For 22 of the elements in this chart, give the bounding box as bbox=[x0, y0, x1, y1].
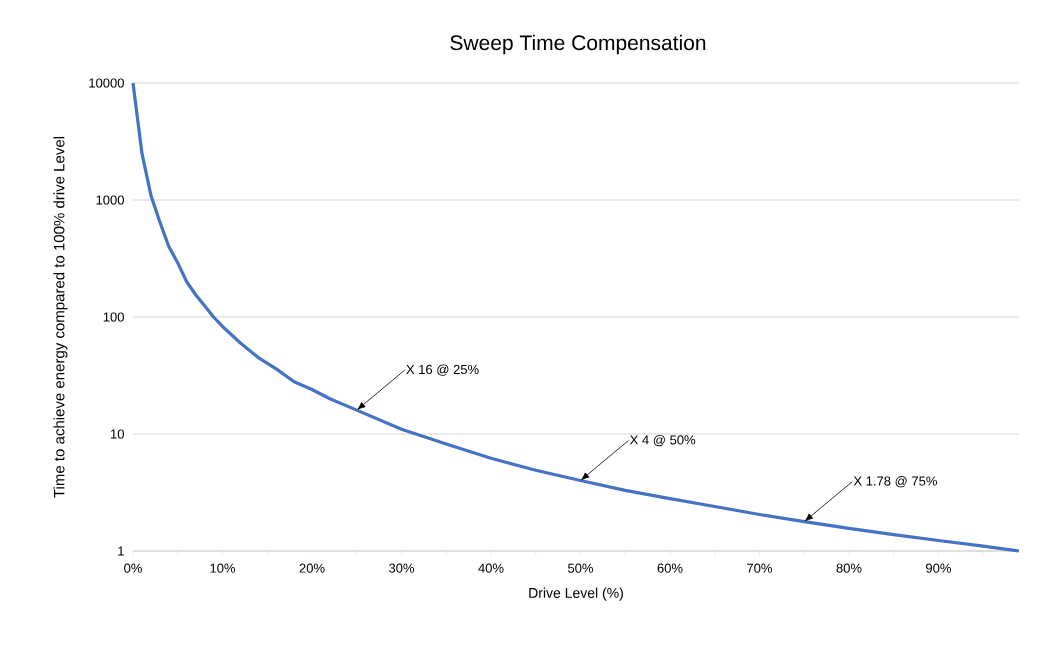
x-tick-label: 10% bbox=[210, 563, 236, 573]
y-tick-label: 10 bbox=[111, 429, 124, 439]
annotation: X 1.78 @ 75% bbox=[853, 476, 937, 488]
chart-title: Sweep Time Compensation bbox=[450, 34, 706, 55]
y-axis-title: Time to achieve energy compared to 100% drive Level bbox=[53, 137, 68, 498]
x-tick-label: 80% bbox=[836, 563, 862, 573]
x-tick-label: 20% bbox=[299, 563, 325, 573]
line-series bbox=[131, 81, 1021, 553]
y-tick-label: 100 bbox=[103, 312, 124, 322]
annotation: X 16 @ 25% bbox=[406, 364, 479, 376]
x-tick-label: 60% bbox=[657, 563, 683, 573]
annotation: X 4 @ 50% bbox=[629, 434, 696, 447]
x-tick-label: 30% bbox=[388, 563, 415, 573]
x-tick-label: 0% bbox=[124, 563, 142, 573]
x-tick-label: 70% bbox=[747, 563, 773, 573]
x-tick-label: 50% bbox=[567, 563, 594, 573]
x-tick-label: 90% bbox=[926, 563, 952, 573]
y-tick-label: 1 bbox=[118, 546, 124, 556]
y-tick-label: 1000 bbox=[96, 195, 124, 205]
x-axis-title: Drive Level (%) bbox=[529, 587, 623, 601]
x-tick-label: 40% bbox=[478, 563, 504, 573]
y-tick-label: 10000 bbox=[89, 78, 124, 88]
